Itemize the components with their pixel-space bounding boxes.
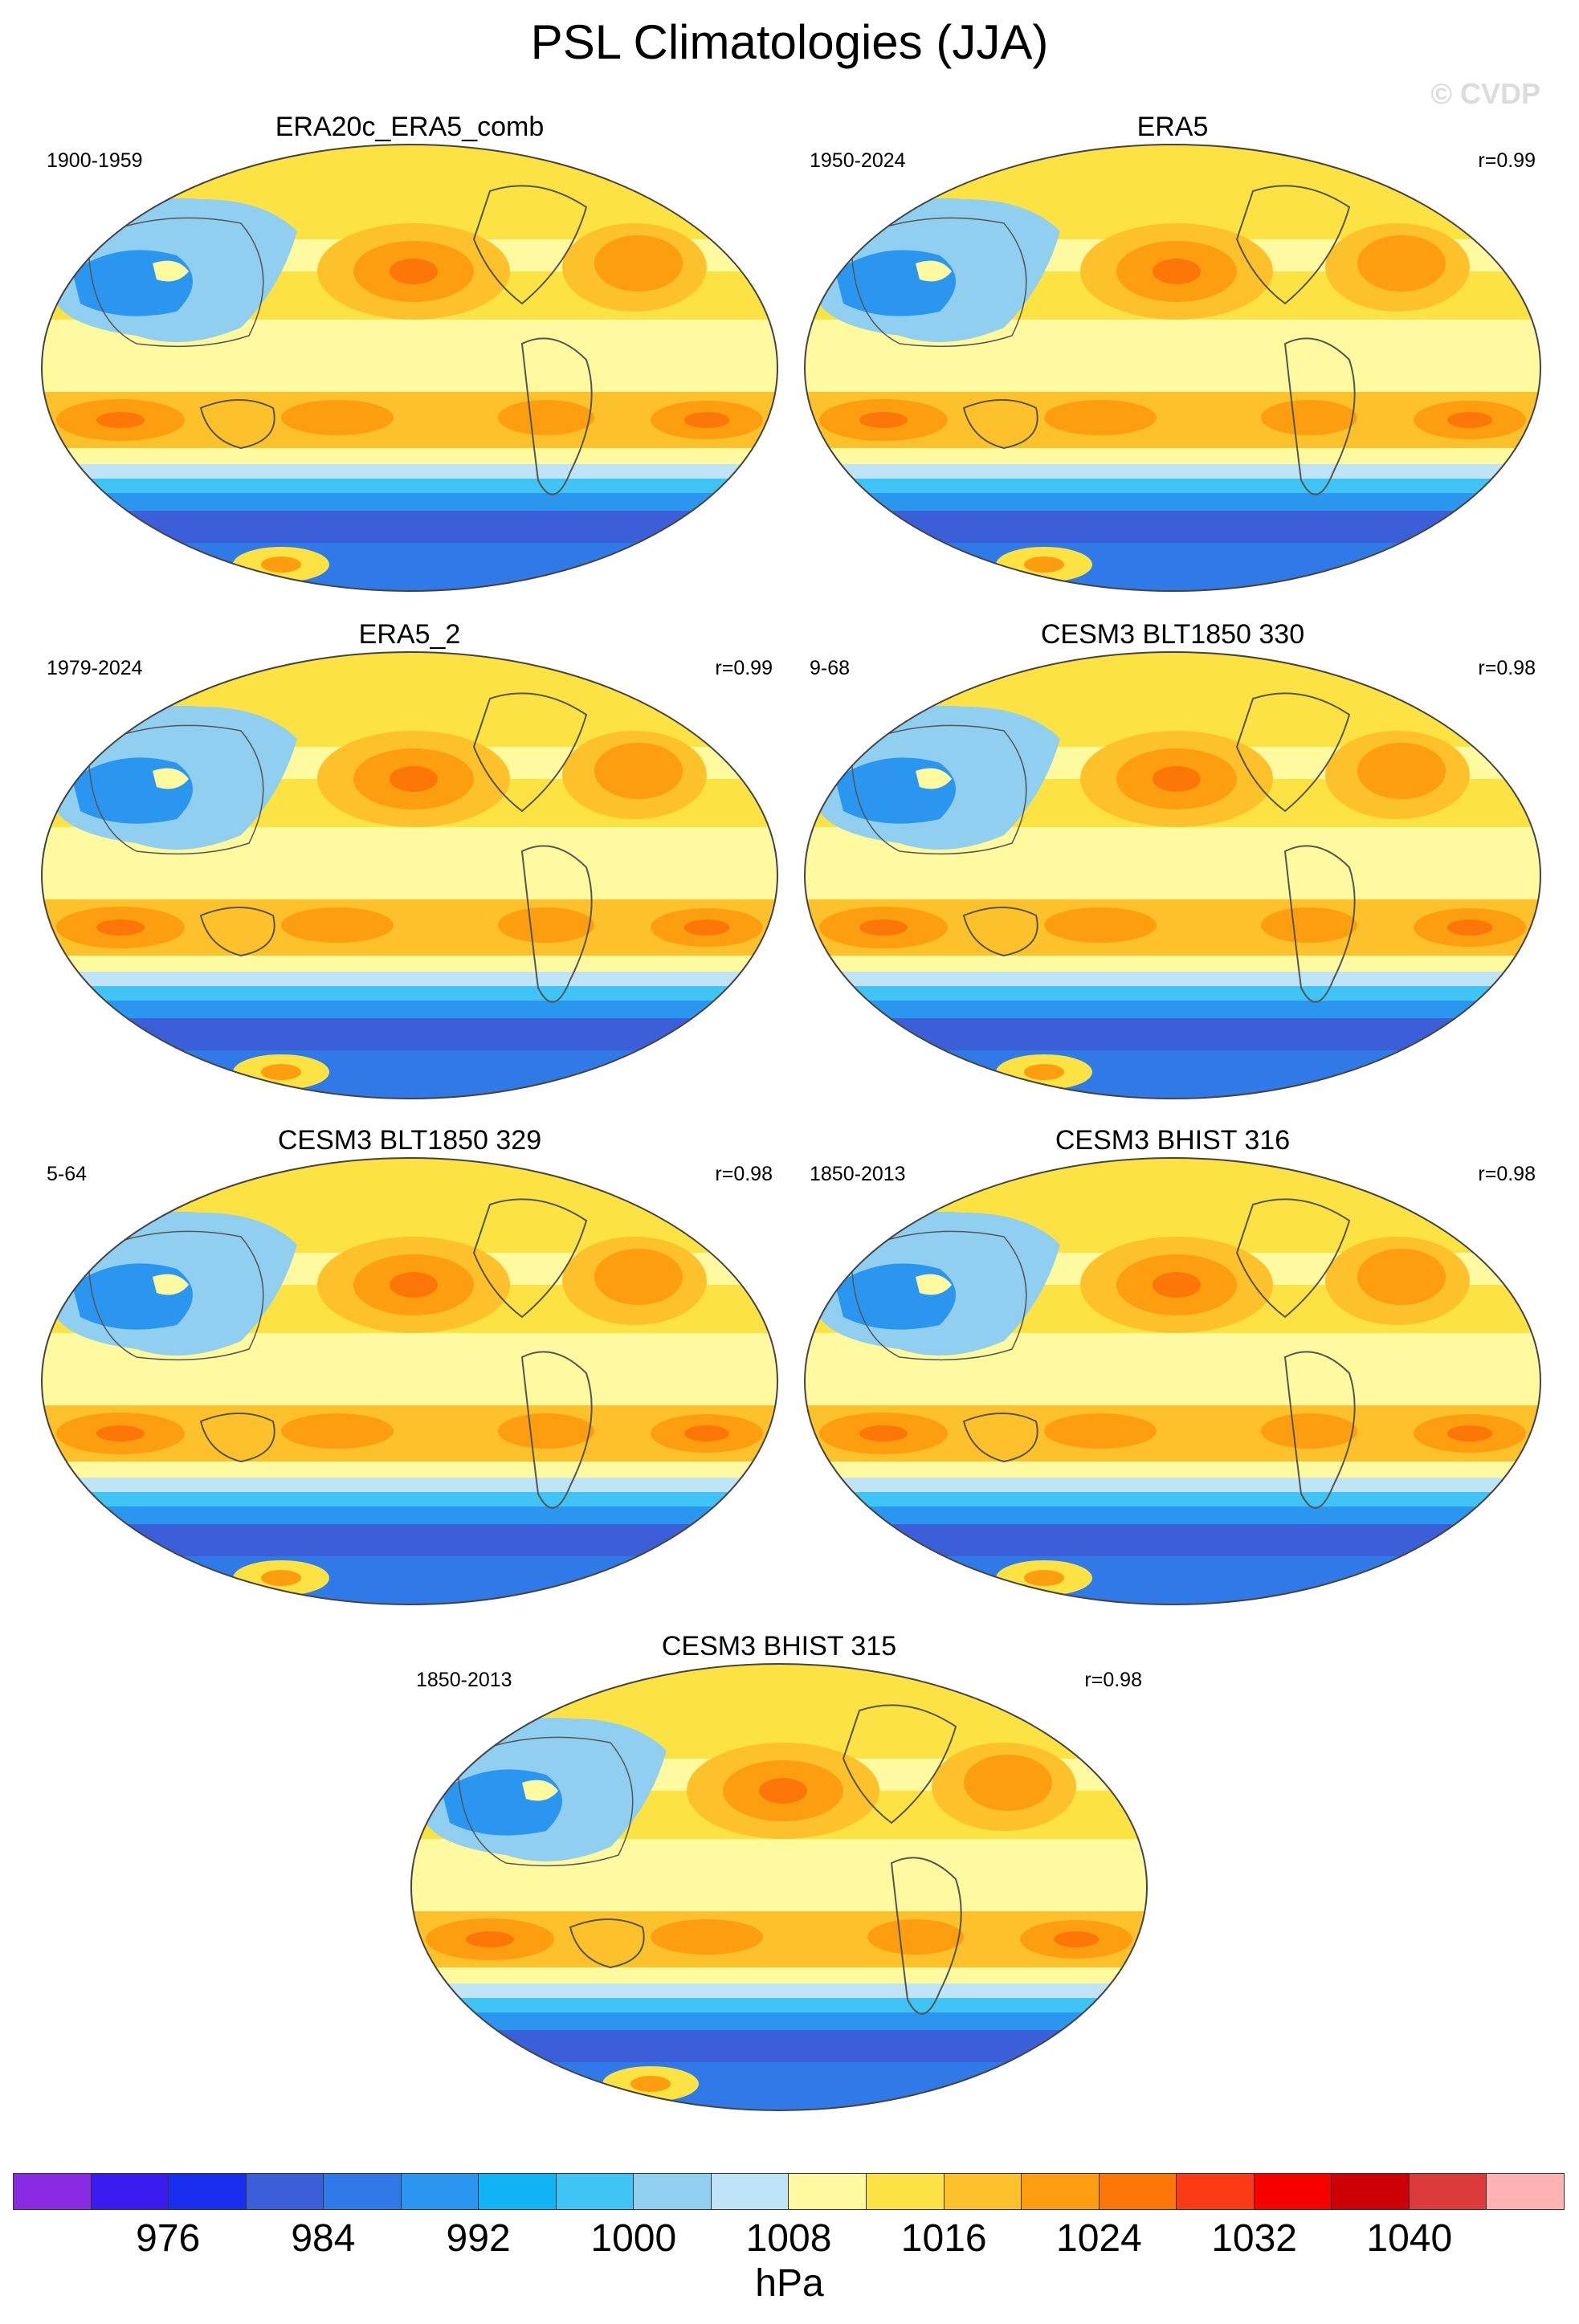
colorbar-swatch (867, 2174, 945, 2209)
colorbar-tick-label: 1032 (1211, 2217, 1297, 2260)
panel-title: ERA20c_ERA5_comb (275, 112, 545, 142)
colorbar-swatch (14, 2174, 92, 2209)
colorbar-swatch (789, 2174, 867, 2209)
colorbar-swatch (1332, 2174, 1410, 2209)
colorbar-tick-label: 1016 (900, 2217, 987, 2260)
psl-map (410, 1663, 1148, 2111)
colorbar-swatch (246, 2174, 324, 2209)
colorbar-swatch (1254, 2174, 1332, 2209)
colorbar-swatch (1022, 2174, 1100, 2209)
colorbar-swatch (479, 2174, 557, 2209)
colorbar-swatch (711, 2174, 790, 2209)
colorbar-tick-label: 1008 (745, 2217, 832, 2260)
panel-years: 1900-1959 (47, 149, 143, 172)
panel-years: 1850-2013 (810, 1163, 906, 1185)
psl-map (41, 144, 778, 592)
colorbar-swatch (944, 2174, 1022, 2209)
panel-correlation: r=0.98 (1478, 1163, 1536, 1185)
map-panel: CESM3 BLT1850 329 5-64 r=0.98 (40, 1124, 779, 1606)
colorbar-tick-label: 1040 (1366, 2217, 1453, 2260)
colorbar-tick-label: 984 (291, 2217, 356, 2260)
colorbar-tick-label: 1024 (1056, 2217, 1142, 2260)
panel-title: CESM3 BLT1850 329 (277, 1125, 542, 1156)
panel-correlation: r=0.98 (1084, 1669, 1142, 1691)
colorbar-tick-label: 1000 (590, 2217, 677, 2260)
map-panel: CESM3 BHIST 315 1850-2013 r=0.98 (410, 1630, 1149, 2112)
panel-years: 1950-2024 (810, 149, 906, 172)
panel-years: 5-64 (47, 1163, 88, 1185)
colorbar-tick-label: 976 (136, 2217, 201, 2260)
figure-title: PSL Climatologies (JJA) (530, 15, 1049, 69)
colorbar-swatch (169, 2174, 247, 2209)
colorbar (13, 2173, 1565, 2210)
psl-map (804, 1157, 1541, 1605)
colorbar-swatch (634, 2174, 712, 2209)
colorbar-swatch (1099, 2174, 1177, 2209)
colorbar-tick-label: 992 (446, 2217, 511, 2260)
psl-map (804, 144, 1541, 592)
map-panel: CESM3 BHIST 316 1850-2013 r=0.98 (803, 1124, 1542, 1606)
panel-title: CESM3 BHIST 315 (661, 1631, 897, 1661)
colorbar-swatch (1409, 2174, 1487, 2209)
colorbar-swatch (91, 2174, 169, 2209)
panel-correlation: r=0.98 (715, 1163, 773, 1185)
colorbar-swatch (556, 2174, 634, 2209)
panel-correlation: r=0.98 (1478, 657, 1536, 679)
panel-years: 1979-2024 (47, 657, 143, 679)
panel-years: 9-68 (810, 657, 851, 679)
cvdp-watermark: © CVDP (1430, 77, 1540, 110)
psl-map (41, 651, 778, 1099)
psl-map (41, 1157, 778, 1605)
panel-title: CESM3 BHIST 316 (1055, 1125, 1291, 1156)
colorbar-swatch (401, 2174, 479, 2209)
panel-years: 1850-2013 (416, 1669, 512, 1691)
panel-correlation: r=0.99 (715, 657, 773, 679)
colorbar-swatch (1487, 2174, 1564, 2209)
map-panel: CESM3 BLT1850 330 9-68 r=0.98 (803, 618, 1542, 1100)
colorbar-unit: hPa (755, 2262, 824, 2305)
panel-title: ERA5_2 (358, 619, 461, 650)
panel-correlation: r=0.99 (1478, 149, 1536, 172)
map-panel: ERA5 1950-2024 r=0.99 (803, 111, 1542, 593)
map-panel: ERA5_2 1979-2024 r=0.99 (40, 618, 779, 1100)
panel-title: CESM3 BLT1850 330 (1040, 619, 1305, 650)
psl-map (804, 651, 1541, 1099)
colorbar-swatch (324, 2174, 402, 2209)
panel-title: ERA5 (1136, 112, 1209, 142)
colorbar-swatch (1177, 2174, 1255, 2209)
map-panel: ERA20c_ERA5_comb 1900-1959 (40, 111, 779, 593)
